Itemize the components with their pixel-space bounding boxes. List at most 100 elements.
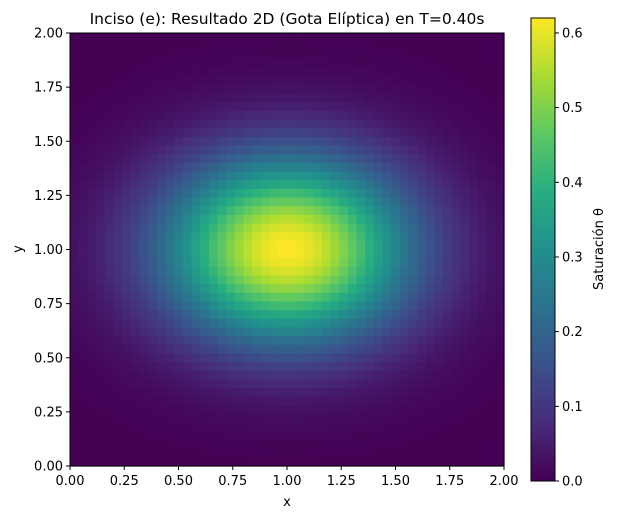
heatmap-cell [408,362,418,372]
heatmap-cell [330,379,340,389]
heatmap-cell [313,102,323,112]
heatmap-cell [399,388,410,398]
heatmap-cell [165,128,175,138]
heatmap-cell [139,232,149,242]
heatmap-cell [287,33,297,43]
heatmap-cell [113,145,123,155]
heatmap-cell [156,128,167,138]
heatmap-cell [486,431,496,441]
x-tick-label: 0.75 [218,474,247,489]
heatmap-cell [191,232,201,242]
heatmap-cell [217,388,227,398]
heatmap-cell [243,171,253,181]
heatmap-cell [304,414,314,424]
heatmap-cell [243,128,253,138]
heatmap-cell [104,422,114,432]
heatmap-cell [191,223,201,233]
heatmap-cell [148,102,158,112]
heatmap-cell [391,206,401,216]
heatmap-cell [208,258,219,268]
heatmap-cell [451,336,462,346]
heatmap-cell [330,362,340,372]
heatmap-cell [78,440,88,450]
heatmap-cell [365,457,375,467]
heatmap-cell [104,318,114,329]
heatmap-cell [391,136,401,147]
heatmap-cell [208,422,219,432]
heatmap-cell [122,93,132,103]
heatmap-cell [495,50,505,60]
heatmap-cell [174,33,184,43]
heatmap-cell [451,58,462,69]
heatmap-cell [139,33,149,43]
heatmap-cell [278,249,288,259]
heatmap-cell [321,284,331,294]
heatmap-cell [425,292,436,303]
heatmap-cell [174,119,184,129]
heatmap-cell [156,232,167,242]
heatmap-cell [408,110,418,121]
heatmap-cell [425,344,436,355]
heatmap-cell [156,431,167,441]
heatmap-cell [295,180,305,190]
heatmap-cell [165,448,175,458]
heatmap-cell [182,58,193,69]
heatmap-cell [356,327,366,337]
heatmap-cell [96,292,106,303]
heatmap-cell [451,310,462,320]
heatmap-cell [321,128,331,138]
heatmap-cell [234,67,245,77]
heatmap-cell [408,58,418,69]
heatmap-cell [174,310,184,320]
heatmap-cell [451,284,462,294]
heatmap-cell [70,258,80,268]
heatmap-cell [321,292,331,303]
heatmap-cell [130,414,141,424]
heatmap-cell [78,405,88,415]
heatmap-cell [339,448,349,458]
heatmap-cell [70,336,80,346]
heatmap-cell [252,50,262,60]
heatmap-cell [104,414,114,424]
heatmap-cell [104,232,114,242]
heatmap-cell [339,50,349,60]
heatmap-cell [295,396,305,406]
heatmap-cell [451,353,462,363]
heatmap-cell [321,414,331,424]
heatmap-cell [417,119,427,129]
heatmap-cell [113,154,123,164]
heatmap-cell [269,102,279,112]
heatmap-cell [460,266,470,277]
heatmap-cell [399,327,410,337]
heatmap-cell [356,431,366,441]
heatmap-cell [260,266,271,277]
heatmap-cell [156,266,167,277]
heatmap-cell [356,301,366,311]
heatmap-cell [287,84,297,95]
heatmap-cell [486,102,496,112]
heatmap-cell [78,145,88,155]
heatmap-cell [182,76,193,86]
heatmap-cell [174,284,184,294]
heatmap-cell [174,110,184,121]
heatmap-cell [460,258,470,268]
heatmap-cell [295,93,305,103]
heatmap-cell [330,93,340,103]
heatmap-cell [356,258,366,268]
heatmap-cell [425,128,436,138]
heatmap-cell [122,258,132,268]
heatmap-cell [382,180,392,190]
heatmap-cell [486,275,496,285]
heatmap-cell [200,171,210,181]
heatmap-cell [260,84,271,95]
heatmap-cell [486,249,496,259]
heatmap-cell [425,318,436,329]
heatmap-cell [260,379,271,389]
heatmap-cell [451,379,462,389]
colorbar-ticks: 0.00.10.20.30.40.50.6 [555,26,583,490]
heatmap-cell [373,284,384,294]
heatmap-cell [260,145,271,155]
heatmap-cell [356,414,366,424]
heatmap-cell [425,448,436,458]
chart-title: Inciso (e): Resultado 2D (Gota Elíptica)… [90,10,485,28]
